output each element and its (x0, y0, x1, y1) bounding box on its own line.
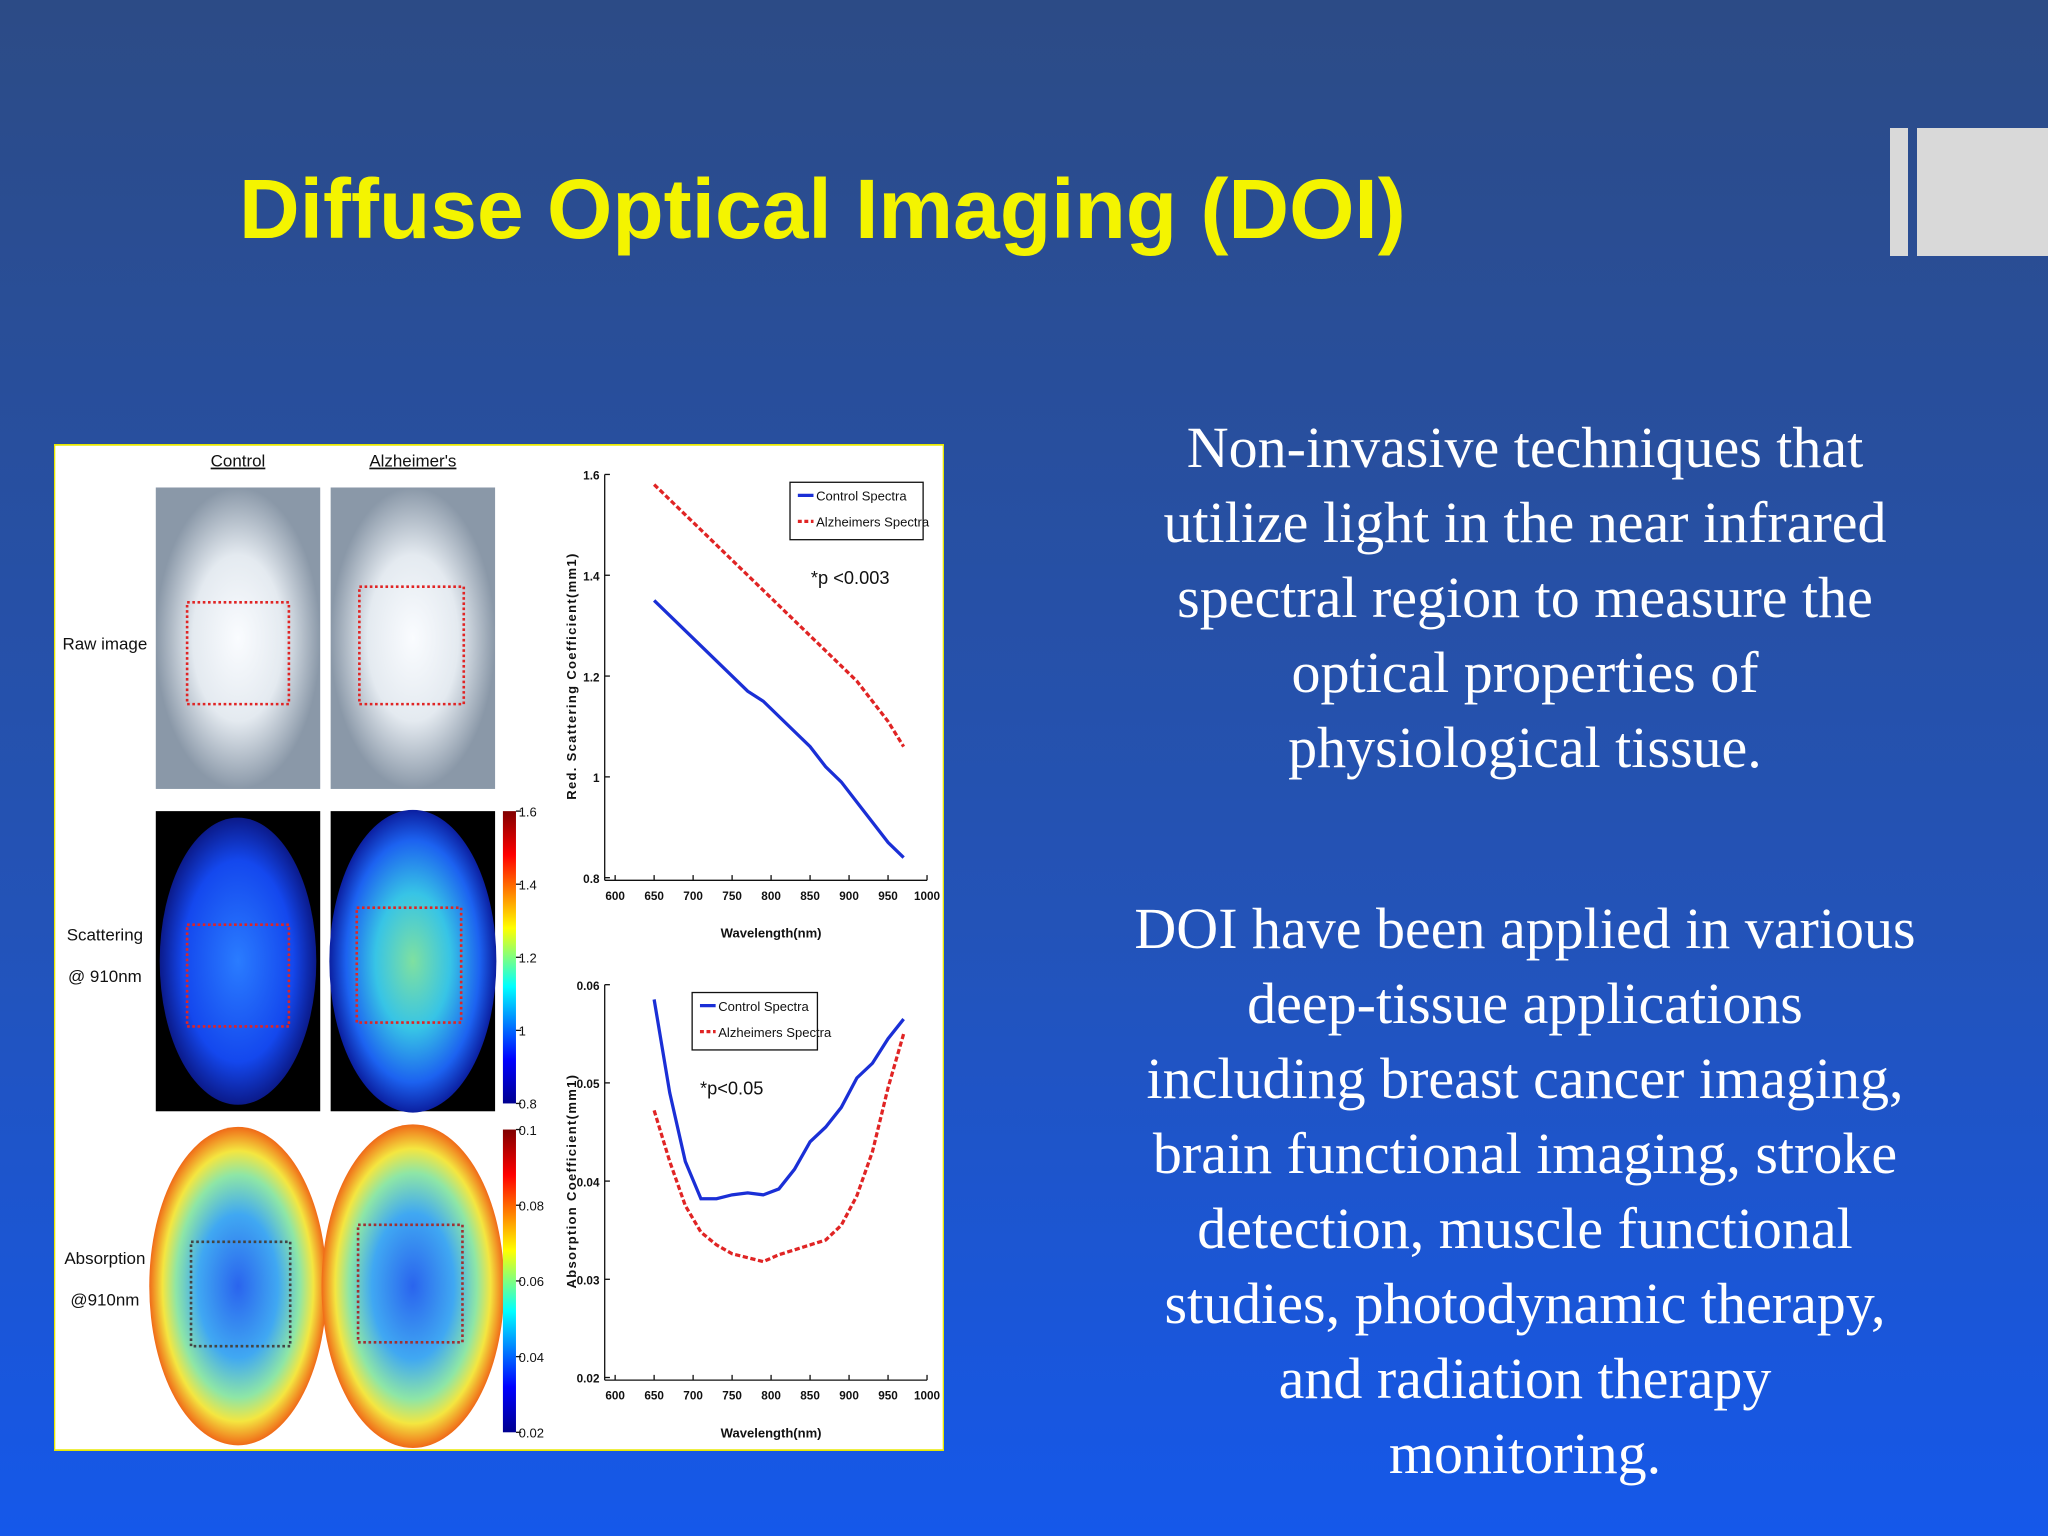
text-line: DOI have been applied in various (1134, 896, 1916, 961)
colorbar-tick-label: 1.6 (519, 804, 537, 819)
x-tick-label: 650 (644, 1390, 664, 1403)
scatter-blob (159, 817, 317, 1105)
legend-label: Control Spectra (816, 489, 907, 504)
colorbar-tick-label: 0.04 (519, 1350, 544, 1365)
absorption-blob (149, 1126, 327, 1446)
y-axis-label: Red. Scattering Coefficient(mm1) (564, 552, 579, 799)
y-tick-label: 0.04 (577, 1176, 600, 1189)
series-line (652, 999, 905, 1201)
text-line: and radiation therapy (1278, 1346, 1772, 1411)
x-tick-label: 850 (800, 1390, 820, 1403)
x-tick-label: 900 (839, 1390, 859, 1403)
series-line (652, 483, 906, 748)
text-line: Non-invasive techniques that (1186, 415, 1864, 480)
text-line: detection, muscle functional (1197, 1196, 1853, 1261)
row-label: @910nm (70, 1291, 139, 1310)
x-tick-label: 700 (683, 890, 703, 903)
y-tick-label: 1 (593, 772, 600, 785)
x-axis-label: Wavelength(nm) (721, 1426, 822, 1441)
colorbar-tick-label: 0.1 (519, 1123, 537, 1138)
raw-control (155, 487, 321, 789)
x-tick-label: 850 (800, 890, 820, 903)
text-line: brain functional imaging, stroke (1152, 1121, 1898, 1186)
paragraph: Non-invasive techniques that utilize ligh… (1060, 410, 1990, 785)
legend-label: Alzheimers Spectra (718, 1025, 832, 1040)
text-line: optical properties of (1291, 640, 1759, 705)
legend-label: Control Spectra (718, 999, 809, 1014)
row-label: @ 910nm (68, 967, 142, 986)
accent-block (1917, 128, 2048, 256)
row-label: Raw image (62, 634, 147, 653)
text-line: deep-tissue applications (1247, 971, 1803, 1036)
legend-label: Alzheimers Spectra (816, 515, 930, 530)
x-tick-label: 950 (878, 890, 898, 903)
legend-frame (691, 991, 819, 1051)
colorbar (502, 1129, 516, 1433)
text-line: monitoring. (1388, 1421, 1662, 1486)
y-axis-label: Absorption Coefficient(mm1) (564, 1074, 579, 1289)
x-tick-label: 600 (605, 890, 625, 903)
x-tick-label: 1000 (914, 1390, 941, 1403)
text-line: utilize light in the near infrared (1163, 490, 1887, 555)
colorbar-tick-label: 0.8 (519, 1097, 537, 1112)
annotation: *p<0.05 (700, 1077, 763, 1098)
y-tick-label: 1.4 (583, 570, 600, 583)
y-tick-label: 0.06 (577, 980, 600, 993)
legend-frame (789, 481, 924, 541)
row-label: Scattering (67, 925, 143, 944)
series-line (652, 1033, 906, 1264)
raw-alzheimers (330, 487, 496, 789)
tissue-images (149, 487, 516, 1448)
x-tick-label: 950 (878, 1390, 898, 1403)
y-tick-label: 0.03 (577, 1275, 600, 1288)
colorbar-tick-label: 0.08 (519, 1198, 544, 1213)
scatter-blob (329, 809, 497, 1113)
x-tick-label: 600 (605, 1390, 625, 1403)
colorbar-tick-label: 1.4 (519, 877, 537, 892)
x-tick-label: 800 (761, 1390, 781, 1403)
x-tick-label: 750 (722, 1390, 742, 1403)
y-tick-label: 1.6 (583, 470, 600, 483)
x-tick-label: 700 (683, 1390, 703, 1403)
colorbar-tick-label: 1.2 (519, 951, 537, 966)
column-label: Control (211, 452, 266, 471)
row-label: Absorption (64, 1249, 145, 1268)
text-line: physiological tissue. (1288, 715, 1762, 780)
colorbar-tick-label: 0.02 (519, 1426, 544, 1441)
text-line: spectral region to measure the (1177, 565, 1873, 630)
absorption-blob (321, 1124, 505, 1448)
x-tick-label: 800 (761, 890, 781, 903)
colorbar-tick-label: 0.06 (519, 1274, 544, 1289)
annotation: *p <0.003 (811, 567, 890, 588)
column-label: Alzheimer's (369, 452, 456, 471)
text-line: including breast cancer imaging, (1146, 1046, 1904, 1111)
slide-title: Diffuse Optical Imaging (DOI) (239, 162, 1406, 256)
colorbar-tick-label: 1 (519, 1024, 526, 1039)
x-tick-label: 650 (644, 890, 664, 903)
y-tick-label: 0.02 (577, 1373, 600, 1386)
x-tick-label: 1000 (914, 890, 941, 903)
x-tick-label: 750 (722, 890, 742, 903)
text-line: studies, photodynamic therapy, (1164, 1271, 1886, 1336)
accent-bar (1890, 128, 1908, 256)
y-tick-label: 0.05 (577, 1078, 600, 1091)
roi-boxes (185, 585, 466, 1348)
series-line (652, 599, 905, 859)
figure: Control Alzheimer's Raw image Scattering @ 9… (54, 444, 944, 1451)
paragraph: DOI have been applied in various deep-tis… (1060, 891, 1990, 1491)
colorbar (502, 811, 516, 1104)
x-axis-label: Wavelength(nm) (721, 926, 822, 941)
y-tick-label: 0.8 (583, 873, 600, 886)
x-tick-label: 900 (839, 890, 859, 903)
y-tick-label: 1.2 (583, 671, 600, 684)
